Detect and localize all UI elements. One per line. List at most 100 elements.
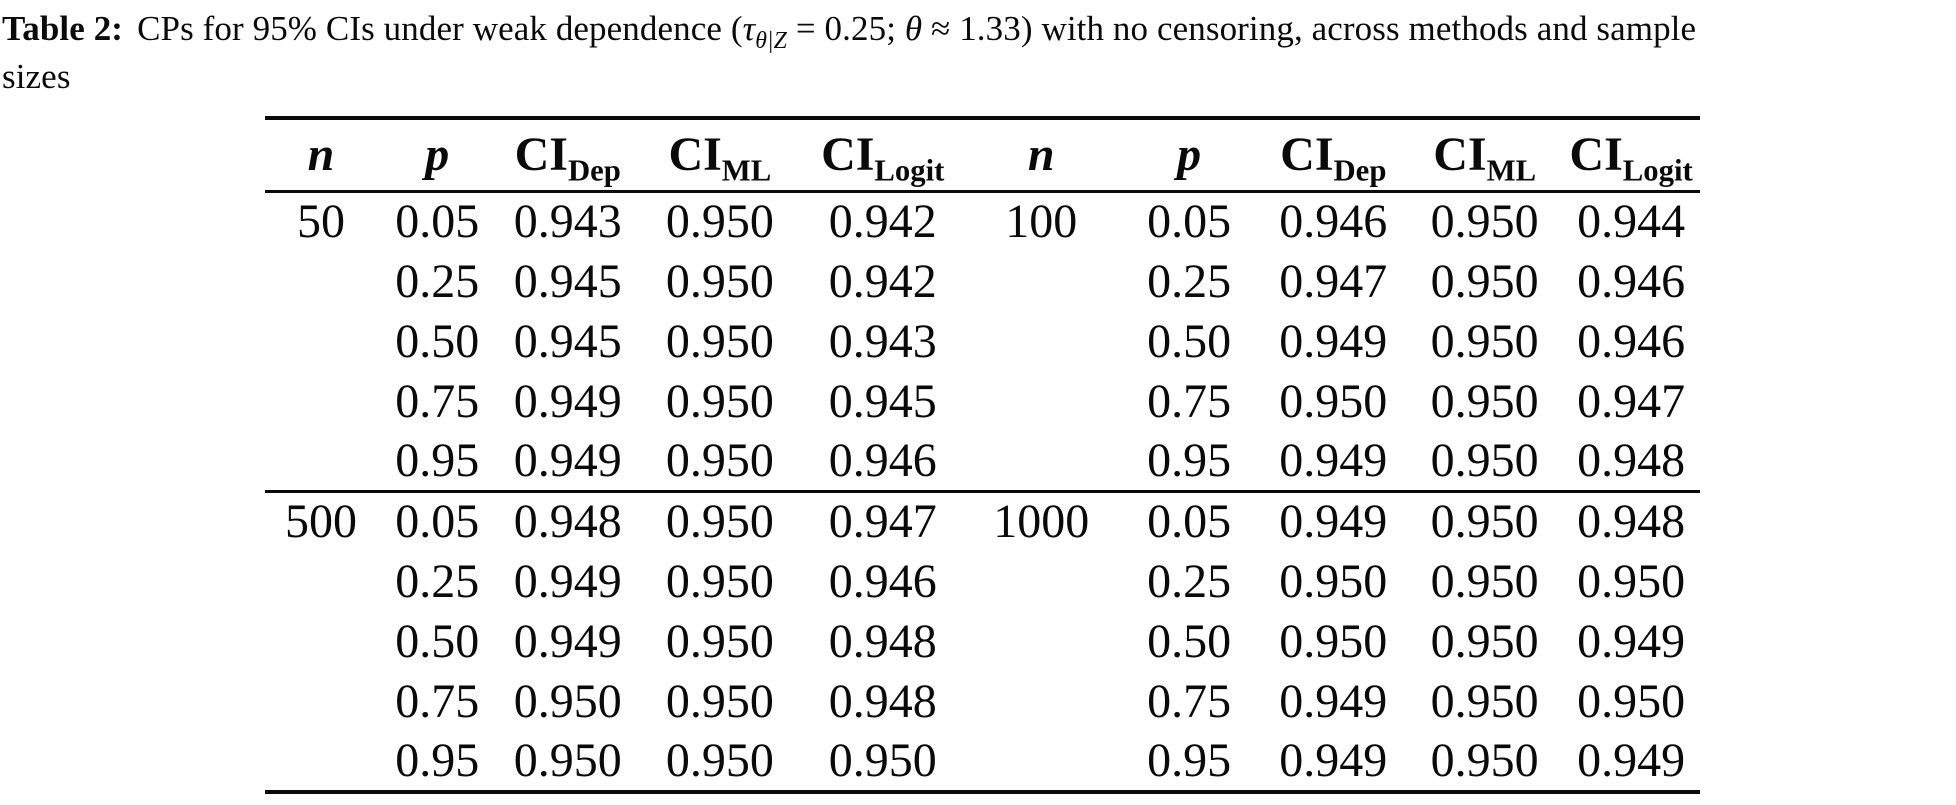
cell-coverage: 0.950 <box>1430 733 1539 787</box>
cell-coverage: 0.950 <box>1430 614 1539 668</box>
cell-coverage: 0.944 <box>1577 195 1686 249</box>
cell-n: 50 <box>296 195 345 249</box>
column-header-text: CI <box>668 128 722 182</box>
cell-p: 0.75 <box>395 374 480 428</box>
cell-coverage: 0.946 <box>828 433 937 487</box>
column-header-subscript: Logit <box>874 153 945 188</box>
cell-coverage: 0.950 <box>665 433 774 487</box>
cell-n <box>265 732 377 792</box>
results-table: n p CIDep CIML CILogit n p CIDep CIML CILogit 50 0… <box>265 115 1700 794</box>
cell-n <box>265 252 377 312</box>
cell-coverage: 0.950 <box>828 733 937 787</box>
cell-coverage: 0.950 <box>1577 674 1686 728</box>
column-header-subscript: Dep <box>567 153 621 188</box>
column-header-text: n <box>1027 128 1055 182</box>
column-header-p: p <box>377 118 498 192</box>
column-header-text: CI <box>514 128 568 182</box>
cell-coverage: 0.946 <box>828 554 937 608</box>
cell-coverage: 0.943 <box>513 195 622 249</box>
cell-coverage: 0.946 <box>1577 254 1686 308</box>
table-row: 0.75 0.950 0.950 0.948 0.75 0.949 0.950 0.950 <box>265 672 1700 732</box>
cell-coverage: 0.949 <box>1279 733 1388 787</box>
table-row: 0.50 0.949 0.950 0.948 0.50 0.950 0.950 0.949 <box>265 612 1700 672</box>
cell-coverage: 0.950 <box>1430 495 1539 549</box>
cell-p: 0.25 <box>1147 554 1232 608</box>
cell-coverage: 0.947 <box>828 495 937 549</box>
cell-coverage: 0.950 <box>665 733 774 787</box>
caption-segment: ≈ 1.33) with no censoring, across method… <box>922 9 1697 48</box>
table-row: 0.95 0.950 0.950 0.950 0.95 0.949 0.950 0.949 <box>265 732 1700 792</box>
column-header-text: CI <box>1433 128 1487 182</box>
cell-coverage: 0.950 <box>1430 254 1539 308</box>
cell-p: 0.95 <box>1147 733 1232 787</box>
caption-segment: CPs for 95% CIs under weak dependence ( <box>137 9 743 48</box>
cell-coverage: 0.943 <box>828 314 937 368</box>
cell-n <box>265 552 377 612</box>
cell-coverage: 0.949 <box>513 433 622 487</box>
cell-p: 0.50 <box>1147 614 1232 668</box>
column-header-text: CI <box>821 128 875 182</box>
cell-coverage: 0.950 <box>665 674 774 728</box>
cell-n: 100 <box>1005 195 1078 249</box>
cell-p: 0.50 <box>1147 314 1232 368</box>
table-row: 50 0.05 0.943 0.950 0.942 100 0.05 0.946 0.950 0.… <box>265 192 1700 252</box>
cell-p: 0.05 <box>1147 195 1232 249</box>
column-header-text: n <box>307 128 335 182</box>
cell-n <box>265 372 377 432</box>
column-header-ci-dep: CIDep <box>497 118 638 192</box>
cell-coverage: 0.948 <box>1577 433 1686 487</box>
cell-coverage: 0.949 <box>513 554 622 608</box>
cell-n <box>964 252 1119 312</box>
cell-coverage: 0.948 <box>1577 495 1686 549</box>
cell-coverage: 0.942 <box>828 254 937 308</box>
cell-n <box>964 372 1119 432</box>
cell-coverage: 0.950 <box>1430 554 1539 608</box>
cell-p: 0.75 <box>1147 374 1232 428</box>
cell-p: 0.50 <box>395 614 480 668</box>
cell-p: 0.95 <box>1147 433 1232 487</box>
caption-label: Table 2: <box>2 9 124 48</box>
cell-n <box>265 312 377 372</box>
cell-coverage: 0.950 <box>665 495 774 549</box>
table-header: n p CIDep CIML CILogit n p CIDep CIML CILogit <box>265 118 1700 192</box>
cell-p: 0.25 <box>395 554 480 608</box>
column-header-text: p <box>425 128 450 182</box>
cell-p: 0.05 <box>395 495 480 549</box>
cell-coverage: 0.950 <box>665 554 774 608</box>
cell-coverage: 0.950 <box>1430 195 1539 249</box>
caption-segment: τ <box>742 9 756 48</box>
cell-p: 0.75 <box>395 674 480 728</box>
cell-p: 0.05 <box>1147 495 1232 549</box>
cell-coverage: 0.950 <box>1577 554 1686 608</box>
row-group-2: 500 0.05 0.948 0.950 0.947 1000 0.05 0.949 0.950… <box>265 491 1700 792</box>
column-header-subscript: Dep <box>1333 153 1387 188</box>
column-header-n: n <box>265 118 377 192</box>
column-header-subscript: Logit <box>1622 153 1693 188</box>
cell-p: 0.95 <box>395 433 480 487</box>
cell-coverage: 0.950 <box>1430 433 1539 487</box>
cell-coverage: 0.946 <box>1279 195 1388 249</box>
header-row: n p CIDep CIML CILogit n p CIDep CIML CILogit <box>265 118 1700 192</box>
cell-n <box>964 672 1119 732</box>
cell-n <box>964 432 1119 492</box>
cell-coverage: 0.948 <box>828 674 937 728</box>
table-row: 0.25 0.949 0.950 0.946 0.25 0.950 0.950 0.950 <box>265 552 1700 612</box>
table-row: 0.50 0.945 0.950 0.943 0.50 0.949 0.950 0.946 <box>265 312 1700 372</box>
caption-segment: θ|Z <box>755 28 788 54</box>
column-header-ci-ml: CIML <box>1407 118 1562 192</box>
cell-coverage: 0.950 <box>1430 674 1539 728</box>
cell-coverage: 0.949 <box>513 374 622 428</box>
column-header-ci-ml: CIML <box>638 118 802 192</box>
caption-segment: = 0.25; <box>787 9 905 48</box>
cell-coverage: 0.949 <box>1279 674 1388 728</box>
cell-coverage: 0.948 <box>828 614 937 668</box>
cell-n <box>964 552 1119 612</box>
cell-n <box>964 312 1119 372</box>
cell-coverage: 0.947 <box>1577 374 1686 428</box>
cell-coverage: 0.949 <box>1577 733 1686 787</box>
cell-coverage: 0.949 <box>1279 495 1388 549</box>
cell-coverage: 0.945 <box>513 254 622 308</box>
row-group-1: 50 0.05 0.943 0.950 0.942 100 0.05 0.946 0.950 0.… <box>265 192 1700 492</box>
cell-coverage: 0.950 <box>513 733 622 787</box>
